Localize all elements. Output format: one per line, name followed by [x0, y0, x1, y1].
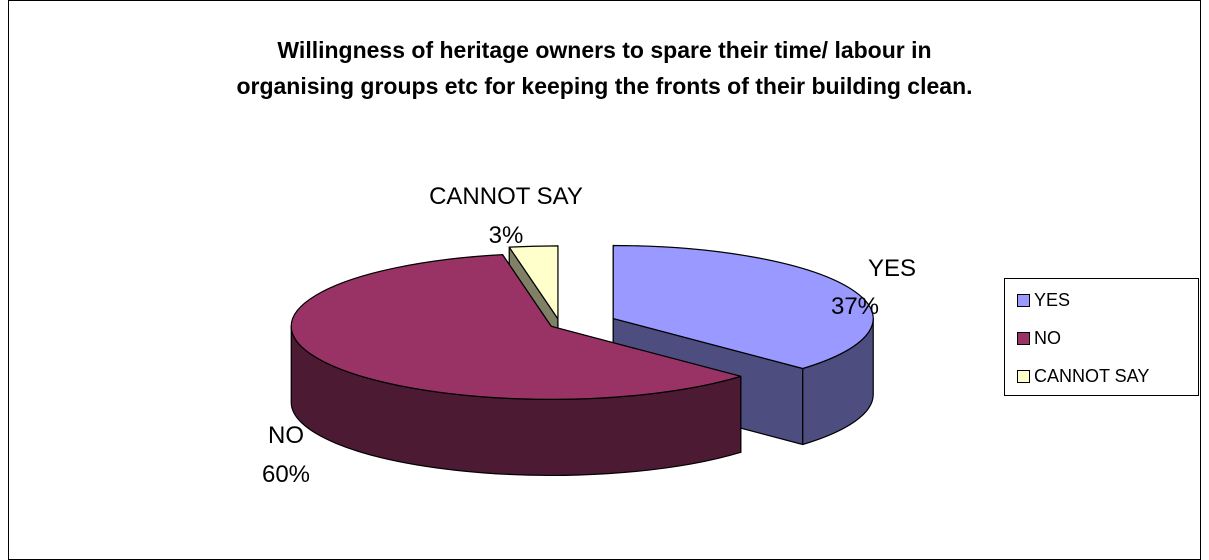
legend-swatch-no [1017, 331, 1030, 345]
pie-slice-yes-top [612, 244, 874, 370]
pie-slice-no [290, 254, 742, 476]
legend-label-no: NO [1034, 327, 1061, 348]
data-label-cannot-say-value: 3% [489, 222, 524, 249]
data-label-no-value: 60% [262, 461, 310, 488]
data-label-cannot-say-name: CANNOT SAY [429, 183, 583, 210]
data-label-yes-value: 37% [831, 293, 879, 320]
pie-slice-no-top [290, 254, 742, 400]
legend-label-cannot-say: CANNOT SAY [1034, 365, 1150, 386]
legend-item-no: NO [1017, 327, 1061, 349]
legend: YES NO CANNOT SAY [1004, 278, 1199, 396]
pie-chart: YES 37% NO 60% CANNOT SAY 3% [262, 183, 916, 488]
data-label-yes-name: YES [868, 255, 916, 282]
legend-swatch-yes [1017, 293, 1030, 307]
chart-title-line-2: organising groups etc for keeping the fr… [236, 73, 973, 99]
legend-label-yes: YES [1034, 289, 1071, 310]
legend-item-cannot-say: CANNOT SAY [1017, 365, 1149, 387]
chart-title-line-1: Willingness of heritage owners to spare … [277, 37, 932, 63]
pie-slice-cannot-say-top [508, 245, 559, 320]
legend-swatch-cannot-say [1017, 369, 1030, 383]
chart-title: Willingness of heritage owners to spare … [8, 32, 1201, 104]
legend-item-yes: YES [1017, 289, 1070, 311]
data-label-no-name: NO [268, 422, 304, 449]
